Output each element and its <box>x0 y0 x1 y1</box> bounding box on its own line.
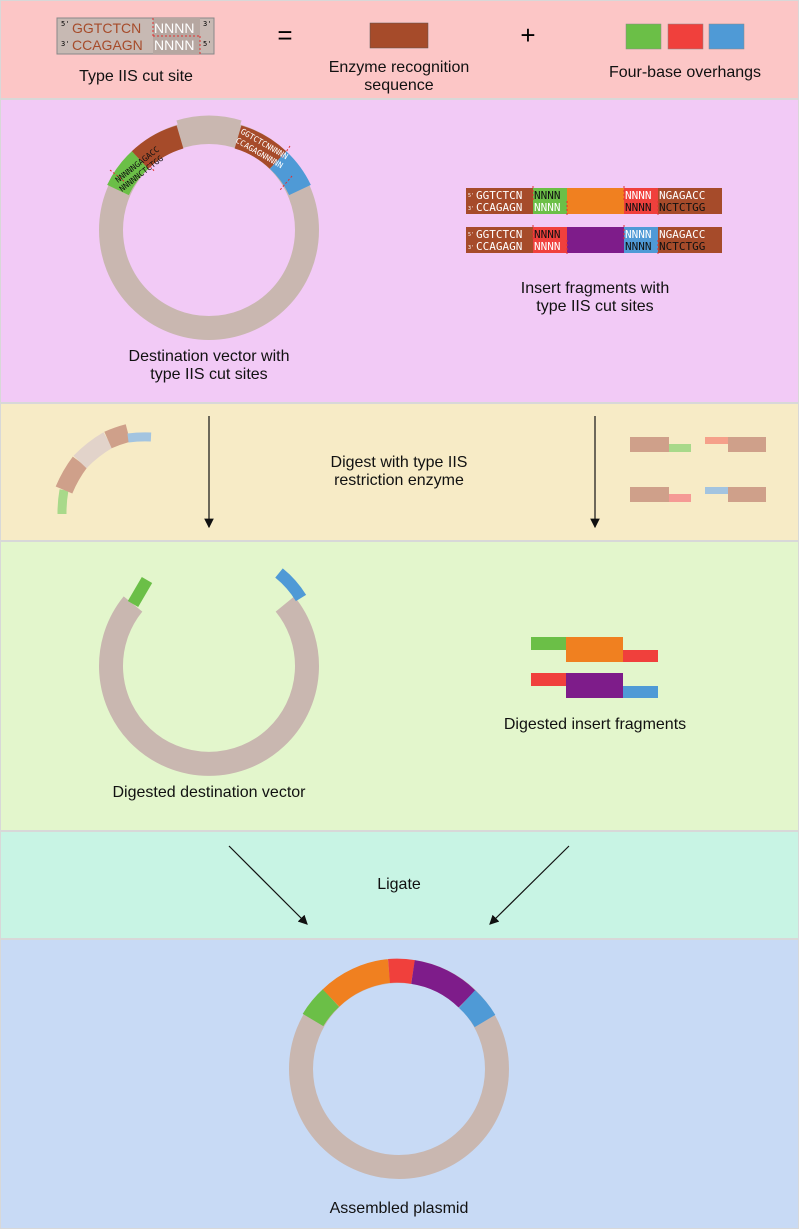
digest-panel <box>0 403 799 541</box>
ligate-arrow-left <box>228 845 308 925</box>
vector-label: Destination vector with type IIS cut sit… <box>128 348 290 383</box>
insert1-left-bottom: CCAGAGN <box>476 201 522 214</box>
digest-label: Digest with type IIS restriction enzyme <box>330 454 468 489</box>
digest-waste-vector-fragment <box>55 424 152 515</box>
insert1-right-top: NGAGACC <box>659 189 705 202</box>
legend-3prime-top: 3' <box>203 20 211 28</box>
plasmid-panel <box>0 939 799 1229</box>
digested-vector <box>99 568 319 776</box>
destination-vector: NNNNNGAGACC NNNNNCTCTGG GGTCTCNNNNN CCAG… <box>99 115 319 340</box>
digested-insert-pieces <box>531 637 658 698</box>
insert1-5prime: 5' <box>468 193 474 199</box>
insert2-left-overhang-bottom: NNNN <box>534 240 561 253</box>
insert1-right-overhang-top: NNNN <box>625 189 652 202</box>
legend-green-swatch <box>625 23 662 50</box>
legend-top-strand: GGTCTCN <box>72 20 141 36</box>
insert1-left-top: GGTCTCN <box>476 189 522 202</box>
plasmid-label: Assembled plasmid <box>329 1200 469 1217</box>
insert2-right-bottom: NCTCTGG <box>659 240 705 253</box>
insert2-left-top: GGTCTCN <box>476 228 522 241</box>
legend-5prime-bottom: 5' <box>203 40 211 48</box>
assembled-plasmid <box>289 958 509 1179</box>
insert2-right-overhang-top: NNNN <box>625 228 652 241</box>
legend-cut-site: 5' 3' 3' 5' GGTCTCN CCAGAGN NNNN NNNN <box>56 17 215 55</box>
ligate-label: Ligate <box>377 876 421 893</box>
digested-vector-label: Digested destination vector <box>112 784 306 801</box>
insert1-3prime: 3' <box>468 206 474 212</box>
insert-fragment-1: GGTCTCN CCAGAGN NNNN NNNN NNNN NNNN NGAG… <box>466 186 722 216</box>
legend-bottom-strand: CCAGAGN <box>72 37 143 53</box>
insert2-right-overhang-bottom: NNNN <box>625 240 652 253</box>
insert1-left-overhang-bottom: NNNN <box>534 201 561 214</box>
insert2-left-overhang-top: NNNN <box>534 228 561 241</box>
legend-overhangs-label: Four-base overhangs <box>608 64 762 81</box>
inserts-label: Insert fragments with type IIS cut sites <box>520 280 670 315</box>
insert1-right-bottom: NCTCTGG <box>659 201 705 214</box>
legend-equals: = <box>277 20 292 50</box>
legend-blue-swatch <box>708 23 745 50</box>
insert2-3prime: 3' <box>468 245 474 251</box>
legend-plus: + <box>520 20 535 50</box>
digest-waste-insert-pieces <box>630 437 766 502</box>
ligate-panel <box>0 831 799 939</box>
ligate-arrow-right <box>489 845 570 925</box>
legend-bottom-overhang: NNNN <box>154 37 194 53</box>
legend-3prime-bottom: 3' <box>61 40 69 48</box>
insert2-left-bottom: CCAGAGN <box>476 240 522 253</box>
legend-5prime-top: 5' <box>61 20 69 28</box>
insert-fragment-2: GGTCTCN CCAGAGN NNNN NNNN NNNN NNNN NGAG… <box>466 225 722 255</box>
legend-top-overhang: NNNN <box>154 20 194 36</box>
insert2-right-top: NGAGACC <box>659 228 705 241</box>
insert1-right-overhang-bottom: NNNN <box>625 201 652 214</box>
insert1-left-overhang-top: NNNN <box>534 189 561 202</box>
insert2-5prime: 5' <box>468 232 474 238</box>
digested-inserts-label: Digested insert fragments <box>503 716 687 733</box>
digested-panel <box>0 541 799 831</box>
legend-cut-site-label: Type IIS cut site <box>79 68 193 85</box>
legend-recognition-swatch <box>369 22 429 49</box>
legend-red-swatch <box>667 23 704 50</box>
legend-recognition-label: Enzyme recognition sequence <box>328 59 470 94</box>
